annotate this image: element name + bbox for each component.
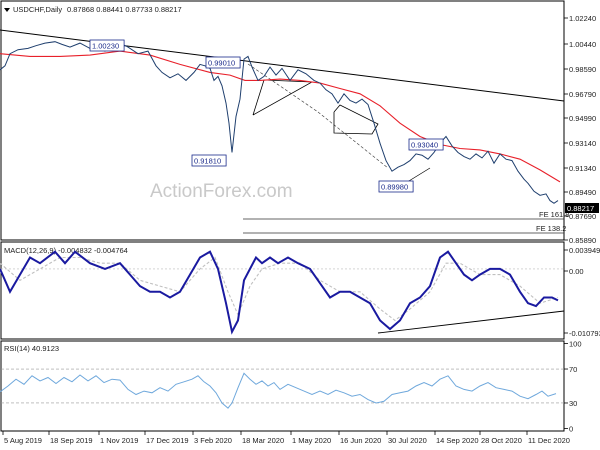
- symbol-title: USDCHF,Daily: [13, 5, 62, 14]
- rsi-tick-label: 0: [569, 424, 573, 433]
- series-lines: [0, 39, 561, 409]
- price-labels: 1.00230 0.99010 0.91810 0.93040 0.89980 FE 16…: [89, 39, 569, 233]
- axis-labels: 1.02240 1.00440 0.98590 0.96790 0.94990 0.931…: [2, 14, 600, 445]
- macd-tick-label: -0.010793: [569, 329, 600, 338]
- price-tick-label: 0.87690: [569, 212, 596, 221]
- rsi-panel: [0, 340, 565, 432]
- price-panel: [0, 0, 565, 241]
- rsi-line: [0, 372, 557, 409]
- fe-label: FE 138.2: [536, 224, 566, 233]
- price-label-box: [191, 154, 227, 167]
- price-label-box: [89, 39, 125, 52]
- moving-average-line: [0, 50, 561, 183]
- price-label: 1.00230: [92, 42, 119, 51]
- x-tick-label: 3 Feb 2020: [194, 436, 232, 445]
- x-tick-label: 11 Dec 2020: [528, 436, 570, 445]
- macd-line: [0, 250, 559, 335]
- x-tick-label: 18 Mar 2020: [242, 436, 284, 445]
- dropdown-triangle-icon[interactable]: [4, 8, 10, 12]
- macd-panel: [0, 241, 565, 340]
- price-label-box: [408, 138, 444, 151]
- ohlc-values: 0.87868 0.88441 0.87733 0.88217: [67, 5, 182, 14]
- x-tick-label: 5 Aug 2019: [4, 436, 42, 445]
- x-tick-label: 18 Sep 2019: [50, 436, 93, 445]
- x-tick-label: 17 Dec 2019: [146, 436, 189, 445]
- macd-signal-line: [0, 256, 559, 322]
- price-tick-label: 0.96790: [569, 90, 596, 99]
- x-tick-label: 14 Sep 2020: [436, 436, 479, 445]
- price-label-box: [378, 180, 414, 193]
- current-price-box: [565, 203, 599, 213]
- x-tick-label: 1 May 2020: [292, 436, 331, 445]
- rsi-tick-label: 70: [569, 365, 577, 374]
- price-tick-label: 1.00440: [569, 40, 596, 49]
- macd-tick-label: 0.00: [569, 267, 584, 276]
- x-tick-label: 30 Jul 2020: [388, 436, 427, 445]
- price-label: 0.93040: [411, 141, 438, 150]
- flag-pattern: [333, 104, 379, 135]
- fe-label: FE 161.8: [539, 210, 569, 219]
- macd-title: MACD(12,26,9) -0.004832 -0.004764: [4, 246, 128, 255]
- price-tick-label: 0.94990: [569, 114, 596, 123]
- rsi-tick-label: 100: [569, 340, 582, 349]
- rsi-title: RSI(14) 40.9123: [4, 344, 59, 353]
- price-tick-label: 0.93140: [569, 139, 596, 148]
- macd-trend-line: [377, 310, 565, 334]
- price-tick-label: 0.91340: [569, 164, 596, 173]
- macd-tick-label: 0.003949: [569, 246, 600, 255]
- price-tick-label: 0.85890: [569, 236, 596, 245]
- x-tick-label: 1 Nov 2019: [100, 436, 138, 445]
- dashed-channel-line: [247, 63, 319, 113]
- x-tick-label: 16 Jun 2020: [340, 436, 381, 445]
- current-price-label: 0.88217: [567, 204, 594, 213]
- price-label: 0.91810: [194, 157, 221, 166]
- rsi-tick-label: 30: [569, 399, 577, 408]
- price-label: 0.89980: [381, 183, 408, 192]
- price-tick-label: 0.89490: [569, 188, 596, 197]
- price-label-box: [205, 56, 241, 69]
- watermark: ActionForex.com: [150, 181, 293, 202]
- price-tick-label: 0.98590: [569, 65, 596, 74]
- triangle-pattern: [252, 79, 314, 116]
- price-label: 0.99010: [208, 59, 235, 68]
- price-tick-label: 1.02240: [569, 14, 596, 23]
- x-tick-label: 28 Oct 2020: [481, 436, 522, 445]
